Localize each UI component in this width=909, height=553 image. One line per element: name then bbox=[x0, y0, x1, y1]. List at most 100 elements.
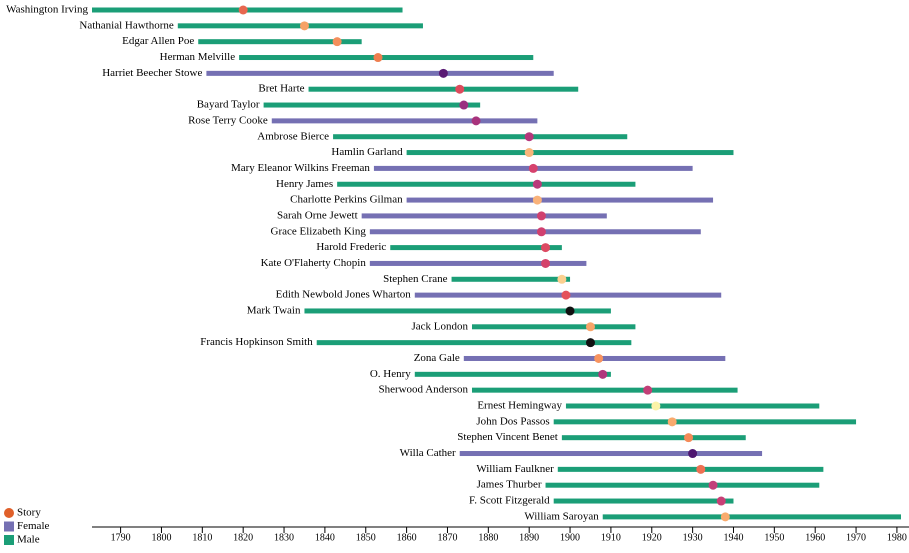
x-tick-label: 1920 bbox=[642, 532, 662, 543]
story-dot bbox=[238, 5, 248, 15]
story-dot bbox=[528, 163, 538, 173]
author-label: Stephen Vincent Benet bbox=[457, 431, 558, 443]
story-dot bbox=[541, 258, 551, 268]
life-bar bbox=[304, 308, 611, 314]
author-label: Sarah Orne Jewett bbox=[277, 209, 358, 221]
x-tick-label: 1830 bbox=[274, 532, 294, 543]
author-label: Francis Hopkinson Smith bbox=[200, 336, 313, 348]
story-dot bbox=[524, 148, 534, 158]
story-dot bbox=[557, 274, 567, 284]
author-label: O. Henry bbox=[370, 368, 411, 380]
x-tick-label: 1800 bbox=[151, 532, 171, 543]
author-label: Nathanial Hawthorne bbox=[79, 19, 173, 31]
life-bar bbox=[451, 276, 571, 282]
author-label: Ambrose Bierce bbox=[257, 130, 329, 142]
life-bar bbox=[471, 387, 738, 393]
author-label: Zona Gale bbox=[414, 352, 460, 364]
x-tick-label: 1820 bbox=[233, 532, 253, 543]
life-bar bbox=[239, 55, 534, 61]
x-tick-label: 1840 bbox=[315, 532, 335, 543]
life-bar bbox=[471, 324, 636, 330]
x-tick-label: 1890 bbox=[519, 532, 539, 543]
author-label: Mark Twain bbox=[247, 304, 301, 316]
author-label: Grace Elizabeth King bbox=[271, 225, 367, 237]
life-bar bbox=[206, 70, 554, 76]
story-dot bbox=[667, 417, 677, 427]
x-tick-label: 1810 bbox=[192, 532, 212, 543]
life-bar bbox=[561, 435, 746, 441]
x-tick-label: 1980 bbox=[887, 532, 907, 543]
author-label: Charlotte Perkins Gilman bbox=[290, 194, 403, 206]
x-tick-label: 1940 bbox=[723, 532, 743, 543]
author-label: Herman Melville bbox=[160, 51, 236, 63]
life-bar bbox=[459, 451, 763, 457]
story-dot bbox=[524, 132, 534, 142]
x-tick-label: 1970 bbox=[846, 532, 866, 543]
life-bar bbox=[308, 86, 579, 92]
story-dot bbox=[471, 116, 481, 126]
x-tick-label: 1870 bbox=[437, 532, 457, 543]
author-label: Mary Eleanor Wilkins Freeman bbox=[231, 162, 370, 174]
legend-swatch bbox=[4, 521, 14, 532]
story-dot bbox=[720, 512, 730, 522]
life-bar bbox=[271, 118, 538, 124]
story-dot bbox=[585, 322, 595, 332]
x-tick-label: 1910 bbox=[601, 532, 621, 543]
author-label: Rose Terry Cooke bbox=[188, 114, 268, 126]
story-dot bbox=[332, 37, 342, 47]
author-label: Ernest Hemingway bbox=[477, 400, 562, 412]
life-bar bbox=[414, 371, 611, 377]
story-dot bbox=[536, 227, 546, 237]
story-dot bbox=[565, 306, 575, 316]
life-bar bbox=[361, 213, 607, 219]
author-label: Bayard Taylor bbox=[197, 99, 260, 111]
x-tick-label: 1930 bbox=[683, 532, 703, 543]
x-tick-label: 1880 bbox=[478, 532, 498, 543]
life-bar bbox=[406, 197, 714, 203]
story-dot bbox=[459, 100, 469, 110]
story-dot bbox=[651, 401, 661, 411]
life-bar bbox=[333, 134, 628, 140]
story-dot bbox=[585, 338, 595, 348]
x-tick-label: 1850 bbox=[356, 532, 376, 543]
life-bar bbox=[553, 419, 857, 425]
x-tick-label: 1790 bbox=[111, 532, 131, 543]
author-label: Kate O'Flaherty Chopin bbox=[261, 257, 367, 269]
life-bar bbox=[316, 340, 632, 346]
story-dot bbox=[299, 21, 309, 31]
author-label: F. Scott Fitzgerald bbox=[469, 495, 550, 507]
life-bar bbox=[553, 498, 734, 504]
x-tick-label: 1960 bbox=[805, 532, 825, 543]
story-dot bbox=[455, 84, 465, 94]
author-label: Willa Cather bbox=[400, 447, 456, 459]
life-bar bbox=[369, 260, 587, 266]
story-dot bbox=[708, 480, 718, 490]
life-bar bbox=[602, 514, 901, 520]
author-label: Bret Harte bbox=[258, 83, 304, 95]
story-dot bbox=[536, 211, 546, 221]
legend-label: Story bbox=[17, 507, 41, 519]
story-dot bbox=[684, 433, 694, 443]
author-label: Sherwood Anderson bbox=[378, 384, 468, 396]
story-dot bbox=[716, 496, 726, 506]
life-bar bbox=[406, 150, 734, 156]
legend-swatch bbox=[4, 508, 14, 518]
story-dot bbox=[541, 243, 551, 253]
x-tick-label: 1900 bbox=[560, 532, 580, 543]
author-label: William Saroyan bbox=[524, 510, 599, 522]
story-dot bbox=[532, 179, 542, 189]
life-bar bbox=[545, 482, 820, 488]
author-label: James Thurber bbox=[477, 479, 542, 491]
author-label: Hamlin Garland bbox=[331, 146, 403, 158]
life-bar bbox=[390, 245, 562, 251]
author-label: Henry James bbox=[276, 178, 333, 190]
life-bar bbox=[198, 39, 362, 45]
story-dot bbox=[532, 195, 542, 205]
author-label: Washington Irving bbox=[6, 4, 88, 16]
legend-label: Female bbox=[17, 520, 49, 532]
author-label: Harold Frederic bbox=[316, 241, 386, 253]
story-dot bbox=[598, 369, 608, 379]
author-label: Edgar Allen Poe bbox=[122, 35, 194, 47]
author-label: Jack London bbox=[411, 320, 468, 332]
legend-label: Male bbox=[17, 534, 40, 546]
